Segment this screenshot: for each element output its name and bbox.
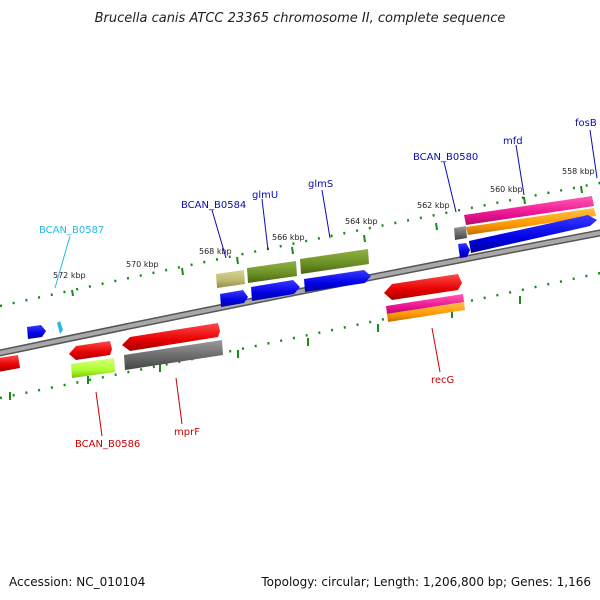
scale-label: 570 kbp (126, 260, 159, 269)
scale-label: 558 kbp (562, 167, 595, 176)
gene-feature-bcan-b0587[interactable] (57, 321, 63, 334)
label-leader-line-cyan (54, 235, 71, 289)
gene-label-recg[interactable]: recG (431, 375, 454, 386)
gene-feature-bcan-b0586-lime[interactable] (71, 358, 115, 378)
gene-arrow-bcan-b0584[interactable] (220, 290, 248, 307)
gene-label-mprf[interactable]: mprF (174, 427, 200, 438)
scale-label: 564 kbp (345, 217, 378, 226)
label-leader-lines-blue (211, 129, 598, 259)
gene-feature-recg-pink[interactable] (386, 294, 464, 314)
lower-major-ticks (9, 296, 521, 400)
scale-label: 560 kbp (490, 185, 523, 194)
gene-label-glmu[interactable]: glmU (252, 190, 278, 201)
gene-feature-gray-small[interactable] (454, 226, 467, 240)
gene-arrow-left-red-partial[interactable] (0, 355, 20, 372)
upper-major-ticks (71, 185, 583, 297)
gene-arrow-glmu[interactable] (251, 280, 300, 301)
scale-label: 566 kbp (272, 233, 305, 242)
gene-label-bcan-b0586[interactable]: BCAN_B0586 (75, 439, 140, 450)
gene-feature-mfd-pink[interactable] (464, 196, 594, 225)
gene-arrow-recg[interactable] (384, 274, 462, 300)
gene-feature-glmu[interactable] (247, 261, 297, 283)
gene-arrow-small-forward[interactable] (458, 243, 470, 258)
gene-arrow-mfd-forward[interactable] (469, 215, 597, 253)
gene-label-glms[interactable]: glmS (308, 179, 333, 190)
gene-label-bcan-b0580[interactable]: BCAN_B0580 (413, 152, 478, 163)
accession-text: Accession: NC_010104 (9, 575, 145, 589)
map-title: Brucella canis ATCC 23365 chromosome II,… (95, 11, 506, 26)
gene-feature-recg-orange[interactable] (387, 302, 465, 322)
gene-label-bcan-b0587[interactable]: BCAN_B0587 (39, 225, 104, 236)
gene-arrow-glms[interactable] (304, 270, 371, 292)
gene-arrow-bcan-b0586[interactable] (69, 341, 112, 360)
scale-label: 572 kbp (53, 271, 86, 280)
label-leader-lines-red (95, 327, 441, 437)
scale-label: 568 kbp (199, 247, 232, 256)
gene-feature-mprf-gray[interactable] (124, 340, 223, 370)
gene-arrow-mprf[interactable] (122, 323, 220, 351)
gene-label-fosb[interactable]: fosB (575, 118, 597, 129)
gene-feature-glms[interactable] (300, 249, 369, 274)
genome-backbone (0, 230, 600, 355)
gene-feature-mfd-orange[interactable] (466, 208, 596, 235)
gene-label-bcan-b0584[interactable]: BCAN_B0584 (181, 200, 246, 211)
gene-arrow-left-small[interactable] (27, 325, 46, 339)
gene-label-mfd[interactable]: mfd (503, 136, 523, 147)
genome-summary-text: Topology: circular; Length: 1,206,800 bp… (260, 575, 591, 589)
gene-feature-bcan-b0584[interactable] (216, 270, 245, 288)
scale-label: 562 kbp (417, 201, 450, 210)
